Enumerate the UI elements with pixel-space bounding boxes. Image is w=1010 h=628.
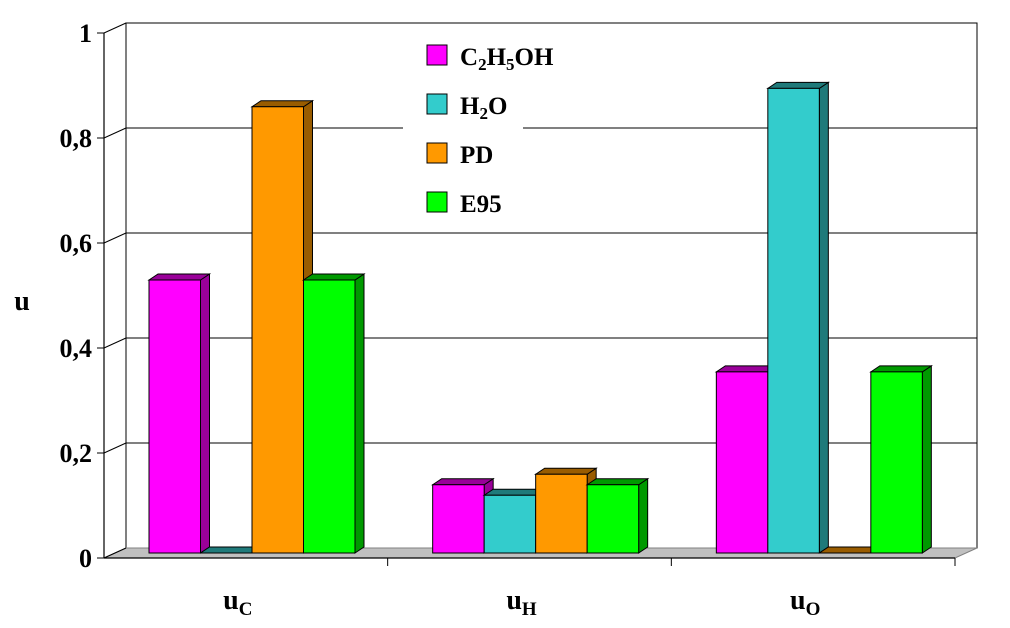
legend-label: PD [460, 142, 493, 169]
bar-side [921, 364, 932, 554]
y-axis-label: u [14, 286, 30, 317]
legend-swatch [426, 191, 448, 213]
legend-swatch [426, 93, 448, 115]
bar-side [354, 273, 365, 554]
side-wall-line [103, 442, 127, 454]
bar-front [715, 371, 769, 554]
bar-top [869, 365, 933, 373]
chart-bars [147, 81, 933, 554]
legend-label: C2H5OH [460, 44, 554, 74]
legend-swatch [426, 142, 448, 164]
chart-axes [97, 32, 956, 566]
bar-front [432, 484, 485, 554]
bar-top [301, 273, 366, 281]
y-tick-label: 0,2 [60, 439, 93, 468]
bar-E95-2 [869, 364, 933, 554]
bar-E95-0 [301, 273, 366, 554]
bar-H2O-2 [766, 81, 830, 554]
bar-side [638, 477, 649, 554]
x-tick-label: uC [223, 585, 252, 620]
y-tick-label: 0,8 [60, 124, 93, 153]
bar-front [767, 87, 820, 554]
side-wall-line [103, 547, 127, 559]
bar-front [303, 279, 356, 554]
side-wall-line [103, 337, 127, 349]
legend-background [403, 34, 523, 230]
bar-front [483, 494, 537, 554]
legend: C2H5OH H2O PD E95 [403, 34, 554, 230]
bar-front [586, 484, 640, 554]
bar-side [200, 273, 210, 554]
bar-front [148, 279, 201, 554]
y-tick-label: 0 [79, 544, 92, 573]
side-wall-line [103, 22, 127, 34]
x-tick-label: uO [790, 585, 820, 620]
bar-front [251, 106, 304, 554]
legend-label: E95 [460, 191, 502, 218]
bar-top [534, 467, 598, 475]
bar-top [585, 478, 650, 486]
side-wall-line [103, 127, 127, 139]
side-wall-line [103, 232, 127, 244]
chart-labels: 0 0,2 0,4 0,6 0,8 1 u uC uH uO [14, 19, 820, 620]
y-tick-label: 0,4 [60, 334, 93, 363]
bar-top [431, 478, 495, 486]
bar-E95-1 [585, 477, 650, 554]
bar-front [870, 371, 923, 554]
y-tick-label: 1 [79, 19, 92, 48]
bar-top [766, 81, 830, 89]
bar-side [818, 81, 829, 554]
legend-swatch [426, 44, 448, 66]
bar-front [535, 473, 588, 554]
legend-label: H2O [460, 93, 507, 123]
bar-C2H5OH-0 [147, 273, 212, 554]
bar-top [250, 100, 315, 108]
x-tick-label: uH [506, 585, 537, 620]
bar-top [147, 273, 212, 281]
y-tick-label: 0,6 [60, 229, 93, 258]
